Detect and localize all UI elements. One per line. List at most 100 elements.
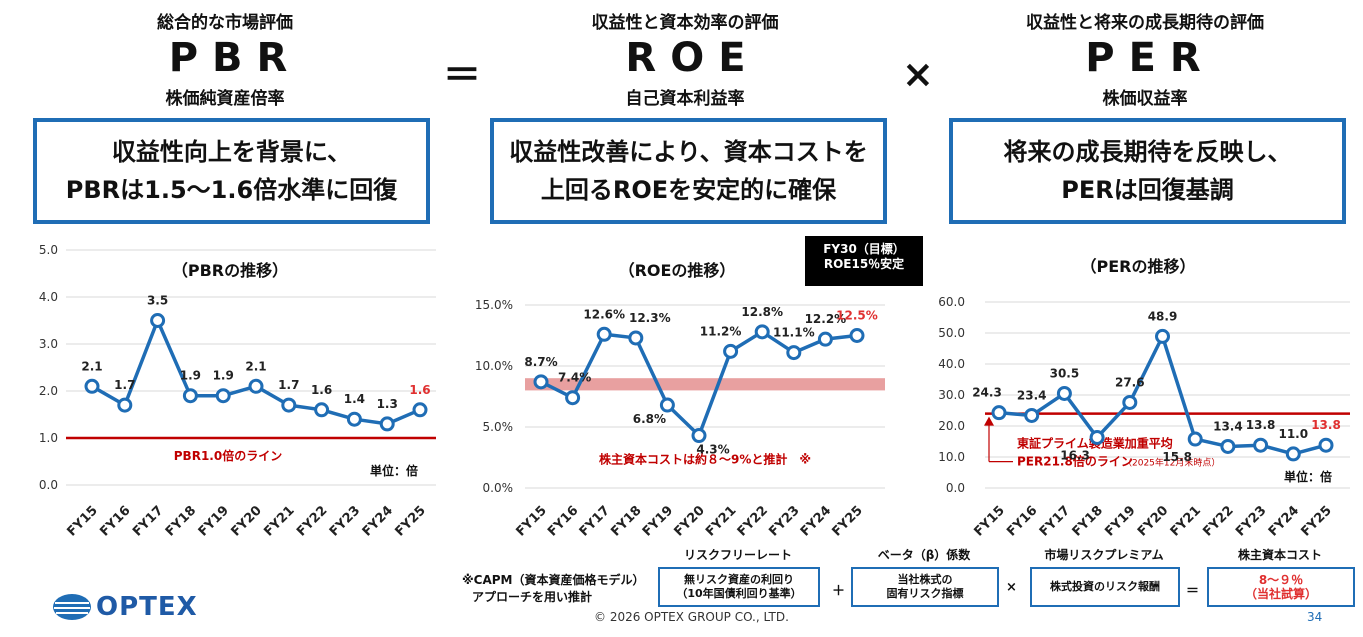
per-data-label-FY19: 27.6	[1115, 375, 1145, 389]
roe-point-FY15	[533, 374, 549, 390]
pbr-x-tick-FY20: FY20	[228, 503, 264, 539]
pbr-data-label-FY21: 1.7	[278, 378, 299, 392]
capm-riskfree-line2: （10年国債利回り基準）	[676, 587, 802, 600]
per-y-tick-label: 40.0	[938, 357, 965, 371]
pbr-point-FY18	[182, 388, 198, 404]
capm-beta-head: ベータ（β）係数	[877, 548, 971, 562]
capm-cost-box: 8〜９％ （当社試算）	[1207, 567, 1355, 607]
pbr-x-tick-FY17: FY17	[130, 503, 166, 539]
per-message-box: 将来の成長期待を反映し、 PERは回復基調	[949, 118, 1346, 224]
per-point-FY25	[1318, 437, 1334, 453]
equals-sign: ＝	[443, 53, 482, 97]
pbr-point-FY15	[84, 378, 100, 394]
roe-target-line1: FY30（目標）	[823, 242, 905, 256]
pbr-y-tick-label: 1.0	[39, 431, 58, 445]
pbr-x-tick-FY16: FY16	[97, 503, 133, 539]
per-y-tick-label: 30.0	[938, 388, 965, 402]
roe-x-tick-FY19: FY19	[640, 503, 676, 539]
per-point-FY18	[1089, 429, 1105, 445]
per-point-FY20	[1155, 328, 1170, 344]
roe-point-FY16	[565, 390, 581, 406]
roe-target-line2: ROE15％安定	[823, 257, 905, 271]
logo-text: OPTEX	[96, 592, 198, 622]
capm-beta-box: 当社株式の 固有リスク指標	[851, 567, 999, 607]
per-x-tick-FY21: FY21	[1168, 503, 1204, 539]
roe-x-tick-FY15: FY15	[513, 503, 549, 539]
roe-data-label-FY16: 7.4%	[558, 371, 591, 385]
per-message-line1: 将来の成長期待を反映し、	[1003, 138, 1292, 166]
per-x-tick-FY23: FY23	[1233, 503, 1269, 539]
per-x-tick-FY15: FY15	[971, 503, 1007, 539]
roe-code: ROE	[625, 35, 760, 81]
roe-data-label-FY21: 11.2%	[700, 324, 742, 338]
roe-data-label-FY20: 4.3%	[696, 443, 729, 457]
roe-cost-of-equity-band	[525, 378, 885, 391]
capm-cost-head: 株主資本コスト	[1237, 548, 1322, 562]
pbr-x-tick-FY15: FY15	[64, 503, 100, 539]
capm-cost-line1: 8〜９％	[1258, 573, 1304, 587]
roe-y-tick-label: 10.0%	[475, 359, 513, 373]
roe-x-tick-FY23: FY23	[766, 503, 802, 539]
per-chart: （PERの推移）0.010.020.030.040.050.060.0東証プライ…	[938, 257, 1350, 540]
pbr-message-line2: PBRは1.5〜1.6倍水準に回復	[65, 176, 398, 204]
roe-point-FY22	[754, 324, 770, 340]
company-logo: OPTEX	[52, 592, 198, 622]
pbr-message-line1: 収益性向上を背景に、	[111, 138, 352, 166]
capm-riskfree-box: 無リスク資産の利回り （10年国債利回り基準）	[658, 567, 820, 607]
pbr-data-label-FY24: 1.3	[377, 397, 398, 411]
roe-point-FY20	[691, 428, 707, 444]
pbr-x-tick-FY18: FY18	[163, 503, 199, 539]
roe-data-label-FY25: 12.5%	[836, 309, 878, 323]
copyright: © 2026 OPTEX GROUP CO., LTD.	[594, 610, 789, 624]
roe-point-FY18	[628, 330, 644, 346]
pbr-data-label-FY19: 1.9	[213, 369, 234, 383]
roe-data-label-FY22: 12.8%	[741, 305, 783, 319]
capm-riskfree-line1: 無リスク資産の利回り	[684, 573, 794, 586]
pbr-y-tick-label: 3.0	[39, 337, 58, 351]
per-data-label-FY23: 13.8	[1246, 418, 1276, 432]
capm-cost-line2: （当社試算）	[1244, 587, 1317, 601]
pbr-y-tick-label: 2.0	[39, 384, 58, 398]
per-data-label-FY20: 48.9	[1148, 309, 1178, 323]
per-point-FY22	[1220, 438, 1236, 454]
pbr-data-label-FY20: 2.1	[245, 359, 266, 373]
pbr-point-FY17	[150, 313, 166, 328]
per-data-label-FY24: 11.0	[1278, 427, 1308, 441]
roe-data-label-FY19: 6.8%	[633, 412, 666, 426]
roe-chart-title: （ROEの推移）	[619, 261, 736, 280]
per-x-tick-FY18: FY18	[1070, 503, 1106, 539]
per-reference-note: （2025年12月末時点）	[1123, 457, 1220, 469]
roe-data-label-FY17: 12.6%	[583, 307, 625, 321]
roe-data-label-FY15: 8.7%	[524, 355, 557, 369]
per-data-label-FY21: 15.8	[1162, 450, 1192, 464]
capm-riskfree-head: リスクフリーレート	[683, 548, 792, 562]
per-point-FY17	[1056, 385, 1072, 401]
per-point-FY15	[991, 405, 1007, 421]
pbr-point-FY21	[281, 397, 297, 413]
pbr-y-tick-label: 0.0	[39, 478, 58, 492]
roe-point-FY21	[723, 343, 739, 359]
pbr-chart-title: （PBRの推移）	[172, 261, 288, 280]
pbr-data-label-FY16: 1.7	[114, 378, 135, 392]
per-x-tick-FY22: FY22	[1200, 503, 1236, 539]
pbr-data-label-FY25: 1.6	[409, 383, 430, 397]
roe-subtitle: 収益性と資本効率の評価	[591, 13, 779, 33]
per-y-tick-label: 10.0	[938, 450, 965, 464]
pbr-point-FY20	[248, 378, 264, 394]
roe-point-FY19	[659, 397, 675, 413]
roe-x-tick-FY16: FY16	[545, 503, 581, 539]
per-name: 株価収益率	[1102, 89, 1188, 109]
pbr-x-tick-FY22: FY22	[294, 503, 330, 539]
per-data-label-FY25: 13.8	[1311, 418, 1341, 432]
pbr-reference-label: PBR1.0倍のライン	[174, 448, 282, 463]
pbr-point-FY16	[117, 397, 133, 413]
per-subtitle: 収益性と将来の成長期待の評価	[1026, 13, 1264, 33]
page-number: 34	[1307, 610, 1323, 624]
roe-x-tick-FY17: FY17	[577, 503, 613, 539]
per-data-label-FY16: 23.4	[1017, 388, 1047, 402]
pbr-data-label-FY15: 2.1	[81, 359, 102, 373]
pbr-point-FY22	[314, 402, 330, 418]
per-y-tick-label: 0.0	[946, 481, 965, 495]
capm-times: ×	[1006, 580, 1017, 595]
roe-data-label-FY23: 11.1%	[773, 326, 815, 340]
